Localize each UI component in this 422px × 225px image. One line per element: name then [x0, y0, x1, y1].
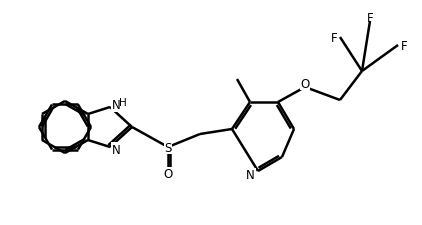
Text: F: F — [330, 31, 337, 44]
Text: N: N — [112, 99, 121, 112]
Text: F: F — [401, 39, 408, 52]
Text: N: N — [246, 169, 255, 182]
Text: H: H — [119, 98, 127, 108]
Text: S: S — [164, 141, 172, 154]
Text: N: N — [112, 143, 121, 156]
Text: O: O — [163, 168, 173, 181]
Text: O: O — [300, 77, 310, 90]
Text: F: F — [367, 11, 373, 24]
